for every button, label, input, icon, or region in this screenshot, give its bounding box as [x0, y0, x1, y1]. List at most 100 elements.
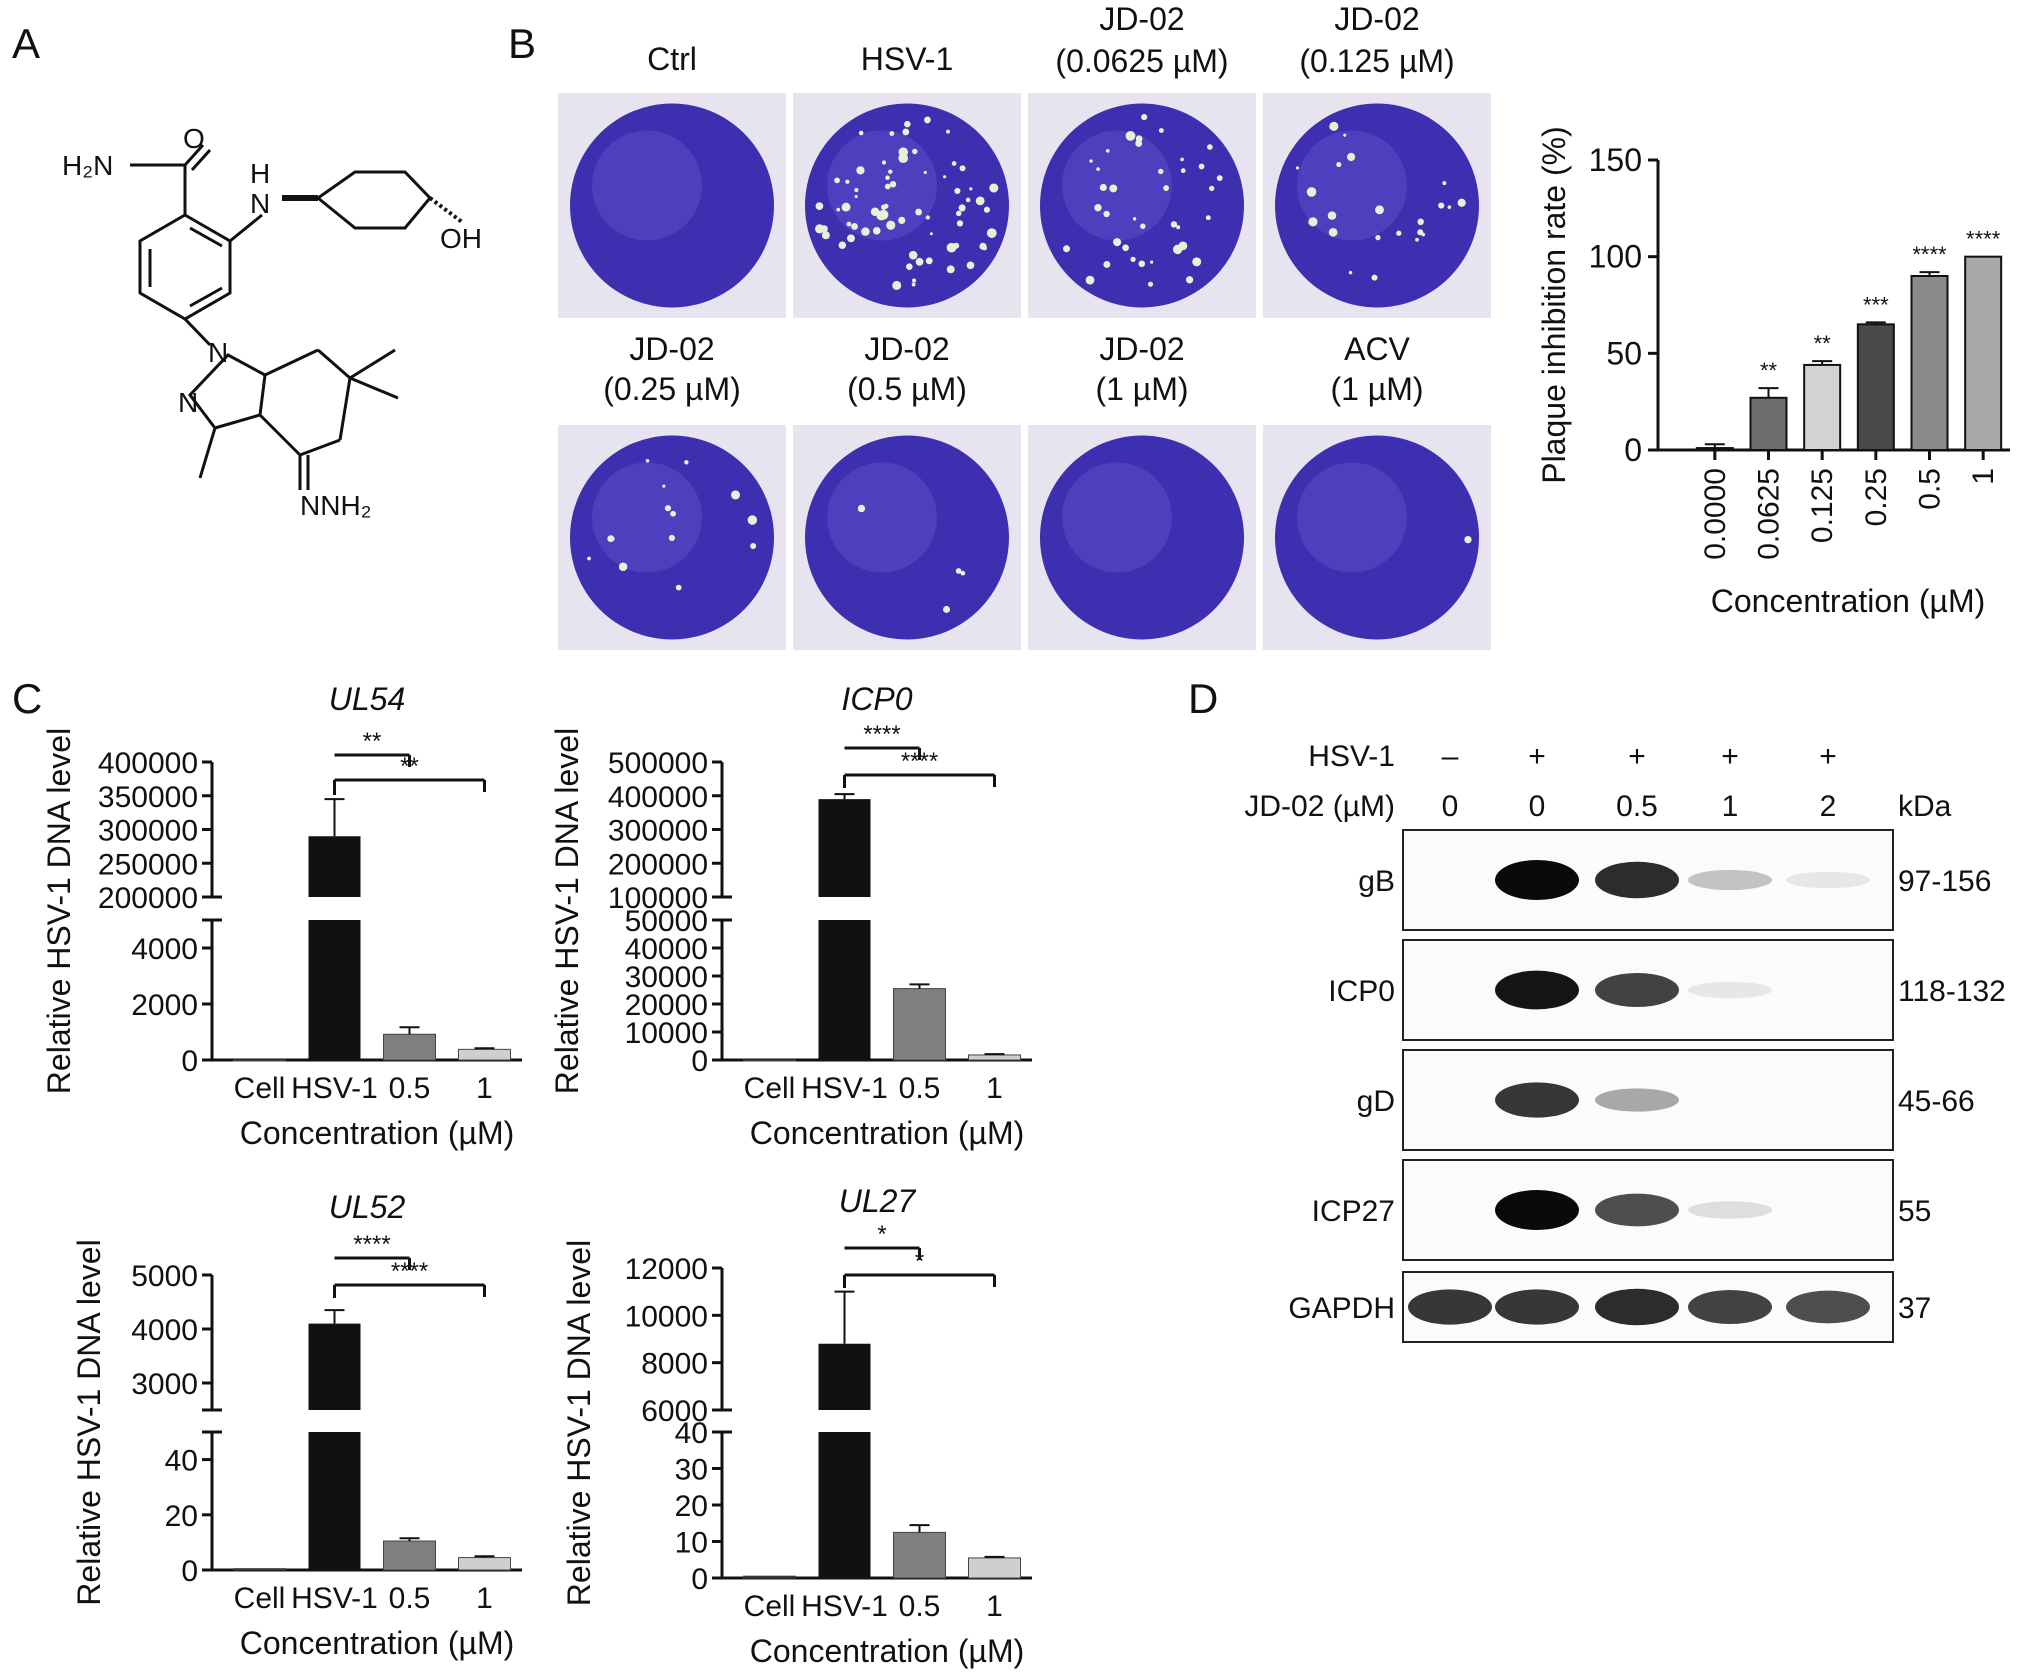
- plaque: [1458, 199, 1466, 207]
- plaque: [847, 234, 855, 242]
- plaque: [1375, 205, 1384, 214]
- y-axis-label: Relative HSV-1 DNA level: [41, 728, 77, 1094]
- bar: [1751, 398, 1787, 450]
- plaque: [987, 228, 997, 238]
- plaque: [926, 215, 930, 219]
- bar: [744, 1576, 796, 1578]
- plaque: [892, 281, 901, 290]
- atom-h: H: [250, 158, 270, 189]
- plaque: [1141, 114, 1147, 120]
- hsv1-lane-value: +: [1819, 740, 1837, 773]
- y-tick-label: 4000: [131, 933, 198, 966]
- significance-label: ****: [1912, 242, 1947, 267]
- y-tick-label: 12000: [625, 1253, 708, 1286]
- plaque: [1103, 261, 1110, 268]
- y-tick-label: 350000: [98, 781, 198, 814]
- plaque: [904, 121, 911, 128]
- plaque: [1063, 245, 1070, 252]
- plaque: [879, 210, 889, 220]
- icp0-chart: 1000002000003000004000005000000100002000…: [549, 681, 1032, 1151]
- x-tick-label: 0.125: [1806, 468, 1839, 543]
- bar: [819, 1432, 871, 1578]
- protein-band: [1595, 1088, 1679, 1111]
- plaque: [912, 149, 917, 154]
- well-sheen: [592, 463, 702, 573]
- x-axis-label: Concentration (µM): [750, 1115, 1025, 1151]
- significance-label: **: [1814, 331, 1832, 356]
- protein-band: [1688, 1290, 1772, 1324]
- benzene-ring: [140, 215, 230, 319]
- y-tick-label: 0: [181, 1555, 198, 1588]
- plaque: [959, 204, 966, 211]
- well-label: JD-02: [864, 331, 949, 367]
- y-tick-label: 400000: [608, 781, 708, 814]
- well-sublabel: (0.0625 µM): [1055, 43, 1228, 79]
- jd02-lane-value: 0: [1442, 790, 1459, 823]
- plaque: [1375, 235, 1380, 240]
- protein-label: gD: [1357, 1085, 1395, 1118]
- well-sheen: [1062, 463, 1172, 573]
- plaque: [845, 180, 849, 184]
- ul54-chart: 200000250000300000350000400000020004000C…: [41, 681, 522, 1151]
- x-tick-label: 1: [1967, 468, 2000, 485]
- hsv1-lane-value: +: [1628, 740, 1646, 773]
- plaque: [822, 231, 830, 239]
- plaque: [1086, 276, 1095, 285]
- bar: [894, 989, 946, 1060]
- significance-label: *: [877, 1221, 886, 1248]
- bar: [969, 1558, 1021, 1578]
- hsv1-row-label: HSV-1: [1308, 740, 1395, 773]
- x-tick-label: 0.0000: [1699, 468, 1732, 560]
- plaque: [1199, 164, 1205, 170]
- x-axis-label: Concentration (µM): [240, 1115, 515, 1151]
- y-tick-label: 20: [165, 1500, 198, 1533]
- plaque: [1094, 204, 1101, 211]
- plaque: [815, 224, 824, 233]
- plaque: [1096, 167, 1100, 171]
- protein-band: [1495, 1082, 1579, 1117]
- plaque: [587, 557, 591, 561]
- protein-band: [1495, 860, 1579, 900]
- plaque: [873, 227, 881, 235]
- bar: [459, 1049, 511, 1060]
- bar: [1858, 324, 1894, 450]
- protein-band: [1495, 1190, 1579, 1230]
- plaque: [676, 585, 682, 591]
- plaque: [926, 257, 933, 264]
- plaque: [670, 511, 676, 517]
- plaque: [731, 490, 740, 499]
- panel-b-label: B: [508, 20, 536, 67]
- plaque: [1206, 215, 1211, 220]
- chart-title: ICP0: [841, 681, 912, 717]
- well-sublabel: (1 µM): [1095, 371, 1188, 407]
- bar: [1912, 276, 1948, 450]
- plaque: [960, 165, 966, 171]
- x-tick-label: 1: [986, 1590, 1003, 1623]
- y-axis-label: Relative HSV-1 DNA level: [549, 728, 585, 1094]
- plaque: [665, 505, 671, 511]
- plaque: [1159, 128, 1164, 133]
- protein-band: [1786, 872, 1870, 888]
- plaque: [989, 183, 998, 192]
- plaque: [924, 117, 931, 124]
- plaque: [1396, 231, 1401, 236]
- chart-title: UL54: [329, 681, 406, 717]
- plaque: [906, 263, 913, 270]
- x-tick-label: 1: [476, 1582, 493, 1615]
- plaque: [1140, 224, 1145, 229]
- x-tick-label: HSV-1: [801, 1072, 888, 1105]
- atom-nh: N: [250, 188, 270, 219]
- significance-label: ****: [353, 1231, 390, 1258]
- plaque: [1158, 169, 1163, 174]
- atom-h2n: H₂N: [62, 150, 113, 181]
- plaque: [885, 175, 890, 180]
- well-label: JD-02: [1099, 331, 1184, 367]
- plaque: [890, 181, 896, 187]
- plaque: [834, 177, 840, 183]
- significance-label: ****: [901, 748, 938, 775]
- y-tick-label: 40: [675, 1417, 708, 1450]
- bar: [309, 1432, 361, 1570]
- plaque: [1186, 276, 1193, 283]
- significance-label: **: [400, 753, 419, 780]
